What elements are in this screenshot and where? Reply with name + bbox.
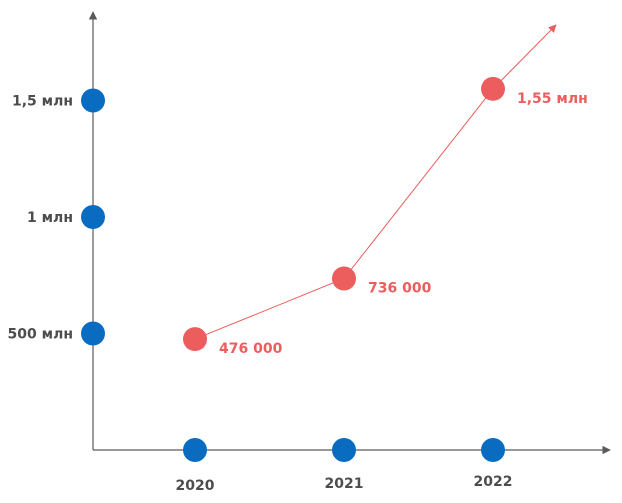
series-line — [194, 88, 494, 340]
x-tick-marker — [481, 438, 505, 462]
data-label: 736 000 — [368, 281, 432, 297]
y-tick-label: 1 млн — [27, 210, 73, 226]
data-label: 1,55 млн — [517, 91, 588, 107]
y-tick-marker — [81, 205, 105, 229]
data-point — [481, 76, 505, 101]
data-point — [332, 266, 356, 291]
y-tick-label: 1,5 млн — [12, 94, 73, 110]
y-tick-label: 500 млн — [8, 327, 73, 343]
x-tick-label: 2021 — [325, 476, 364, 492]
data-label: 476 000 — [219, 341, 283, 357]
x-tick-label: 2020 — [176, 478, 215, 494]
x-tick-label: 2022 — [474, 474, 513, 490]
trend-arrow — [492, 24, 557, 90]
y-tick-marker — [81, 88, 105, 113]
x-tick-marker — [332, 438, 356, 462]
x-tick-marker — [183, 438, 207, 462]
y-tick-marker — [81, 321, 105, 346]
data-point — [183, 327, 207, 352]
